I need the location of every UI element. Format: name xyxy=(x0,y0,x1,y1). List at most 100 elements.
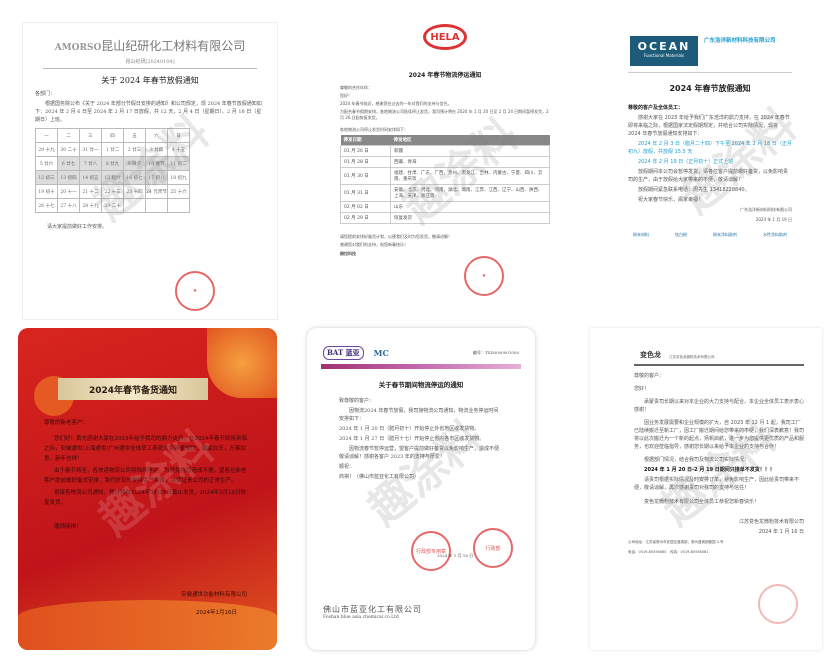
bat-logo: BAT 蓝亚 xyxy=(323,346,364,360)
date: 2024年1月16日 xyxy=(196,610,237,616)
calendar-day xyxy=(123,198,146,213)
table-row: 01 月 28 日西藏、青海 xyxy=(340,156,550,168)
footer-line: 感谢您对我们的支持，祝您新春快乐！ xyxy=(340,242,408,247)
date-cell: 01 月 30 日 xyxy=(340,167,391,185)
reference-number: 编号：TXD0000001000 xyxy=(472,350,519,355)
calendar-day: 29 二十 xyxy=(101,198,124,213)
notice-body-2: 放假期间本公司会暂停发货，请各位客户提前做好备货，以免影响贵司的生产，由于放假给… xyxy=(628,169,789,183)
shipping-notice-chameleon: 变色龙 江苏变色龙微粉技术有限公司 尊敬的客户： 您好！ 承蒙贵司长期以来对本企… xyxy=(590,328,822,650)
calendar-day: 16 初七 xyxy=(123,170,146,185)
company-name-en: Foshan blue asia chemical co.Ltd xyxy=(323,615,399,620)
calendar-day: 19 初十 xyxy=(35,184,58,199)
chameleon-logo: 变色龙 xyxy=(640,351,661,359)
stocking-notice-tongshi: 2024年春节备货通知 尊敬的新老客户： 您们好！首先感谢大家在2023年给予我… xyxy=(18,328,277,650)
closing: 顺颂商祺！ xyxy=(54,524,82,530)
table-row: 01 月 26 日新疆 xyxy=(340,145,550,157)
calendar-day: 22 十三 xyxy=(101,184,124,199)
body-paragraph: 承蒙贵司长期以来对本企业的大力支持与配合，本企业全体员工表示衷心感谢！ xyxy=(634,399,805,413)
holiday-notice-kunshan: AMORSO昆山纪研化工材料有限公司 昆山纪研[20240104] 关于 202… xyxy=(22,22,278,320)
calendar-day: 21 十二 xyxy=(79,184,102,199)
signature: 商祺！（佛山市蓝亚化工有限公司） xyxy=(339,474,420,480)
date-cell: 01 月 31 日 xyxy=(340,184,391,202)
body-paragraph: 因物流2024 年春节放假，我司接物流公司通知，物流业务停运时间安排如下： xyxy=(339,408,499,422)
signature: 江苏变色龙微粉技术有限公司 xyxy=(738,519,804,525)
notice-body: 根据国务院公布《关于 2024 年部分节假日安排的通知》和公司规定，现 2024… xyxy=(35,101,262,123)
calendar-day: 15 初六 xyxy=(101,170,124,185)
notice-body: 感谢大家在 2023 年给予我们广东浩洋的鼎力支持，在 2024 年春节即将来临… xyxy=(628,115,790,137)
logistics-notice-hela: HELA 2024 年春节物流停运通知 尊敬的合作伙伴： 您好！ 2024 年春… xyxy=(312,16,578,314)
date: 2024 年 1 月 16 日 xyxy=(437,553,474,558)
table-row: 01 月 30 日福建、甘肃、广东、广西、贵州、黑龙江、吉林、内蒙古、宁夏、四川… xyxy=(340,167,550,185)
company-name-small: 江苏变色龙微粉技术有限公司 xyxy=(669,355,715,359)
calendar-day: 27 十八 xyxy=(57,198,80,213)
calendar-day: 18 初九 xyxy=(167,170,190,185)
footer-link[interactable]: 粉末材料 xyxy=(633,232,649,237)
wishes: 变色龙微粉技术有限公司全体员工恭祝您新春快乐！ xyxy=(644,499,760,505)
notice-title: 2024 年春节放假通知 xyxy=(669,84,751,93)
header-bar xyxy=(321,364,521,369)
weekday: 五 xyxy=(123,128,146,143)
company-name: 广东浩洋新材料科技有限公司 xyxy=(704,38,776,44)
calendar-day: 25 十六 xyxy=(167,184,190,199)
seal-text: 行政部专用章 xyxy=(415,548,446,555)
seal-text: 行政部 xyxy=(485,545,501,552)
body-paragraph: 2024 年春节临近，感谢您在过去的一年对我们的支持与信任。 xyxy=(340,101,452,106)
date-cell: 02 月 02 日 xyxy=(340,201,391,213)
body-paragraph: 您们好！首先感谢大家在2023年给予我司的鼎力支持，在2024年春节即将来临之际… xyxy=(44,436,247,462)
seal-admin-dept: 行政部专用章 xyxy=(411,531,451,571)
calendar-day: 8 廿九 xyxy=(101,156,124,171)
calendar-day: 6 廿七 xyxy=(57,156,80,171)
calendar-day: 7 廿八 xyxy=(79,156,102,171)
reference-number: 昆山纪研[20240104] xyxy=(43,58,257,69)
return-date: 2024 年 2 月 19 日（正月初十）正式上班 xyxy=(638,159,734,165)
table-row: 02 月 29 日恢复发货 xyxy=(340,212,550,224)
region-cell: 恢复发货 xyxy=(390,212,550,224)
calendar-day: 3 廿四 xyxy=(145,142,168,157)
calendar-day: 20 十一 xyxy=(57,184,80,199)
body-paragraph: 为配合春节假期安排，各地物流公司陆续停止发货，我司预计将在 2024 年 1 月… xyxy=(340,109,549,120)
stop-schedule-table: 停发日期 停发地区 01 月 26 日新疆 01 月 28 日西藏、青海 01 月 3… xyxy=(340,135,550,224)
calendar-day: 12 初三 xyxy=(35,170,58,185)
weekday: 二 xyxy=(57,128,80,143)
table-intro: 各地物流公司停止发货时间安排如下： xyxy=(340,127,408,132)
greeting: 各部门： xyxy=(35,91,56,97)
calendar-day: 9 除夕 xyxy=(123,156,146,171)
company-name-cn: 佛山市蓝亚化工有限公司 xyxy=(323,605,422,614)
footer-link[interactable]: 钛白粉 xyxy=(675,232,687,237)
calendar-day: 28 十九 xyxy=(79,198,102,213)
holiday-notice-ocean: OCEAN Functional Materials 广东浩洋新材料科技有限公司… xyxy=(600,16,820,324)
body-paragraph: 2024 年 1 月 27 日（腊月十七）开始停止省内各市区收发货物。 xyxy=(339,436,485,442)
seal-admin: 行政部 xyxy=(473,528,513,568)
calendar-day: 2 廿三 xyxy=(123,142,146,157)
calendar-day: 31 廿一 xyxy=(79,142,102,157)
footer-link[interactable]: 粉末涂料助剂 xyxy=(713,232,737,237)
footer-line: 请您提前安排好备货计划，以便我们及时为您发货，敬请谅解！ xyxy=(340,234,452,239)
company-seal xyxy=(758,584,798,624)
calendar-day xyxy=(167,198,190,213)
notice-title: 2024年春节备货通知 xyxy=(88,385,178,396)
title-banner: 2024年春节备货通知 xyxy=(58,378,208,400)
region-cell: 山东 xyxy=(390,201,550,213)
date: 2024 年 1 月 19 日 xyxy=(755,217,792,222)
amorso-logo: AMORSO xyxy=(54,43,102,53)
calendar-day: 17 初八 xyxy=(145,170,168,185)
calendar-day: 4 十五 xyxy=(167,142,190,157)
notice-title: 关于 2024 年春节放假通知 xyxy=(101,76,199,85)
date-cell: 02 月 29 日 xyxy=(340,212,391,224)
calendar-day: 10 春节 xyxy=(145,156,168,171)
weekday: 日 xyxy=(167,128,190,143)
notice-title: 2024 年春节物流停运通知 xyxy=(408,72,482,79)
region-cell: 福建、甘肃、广东、广西、贵州、黑龙江、吉林、内蒙古、宁夏、四川、云南、重庆等 xyxy=(390,167,550,185)
footer-link[interactable]: 水性涂料助剂 xyxy=(763,232,787,237)
ocean-logo: OCEAN Functional Materials xyxy=(630,36,698,66)
hello: 您好！ xyxy=(634,386,650,392)
greeting: 尊敬的合作伙伴： xyxy=(340,85,372,90)
signature: 赫拉科技 xyxy=(340,251,356,256)
calendar-day: 14 初五 xyxy=(79,170,102,185)
logo-subtext: Functional Materials xyxy=(643,53,685,58)
body-paragraph: 由于春节将至，各快递物流公司将陆续停运，为避免给您造成不便，望各位新老客户提前做… xyxy=(44,468,247,484)
greeting: 尊敬的客户： xyxy=(634,373,665,379)
logo-text: HELA xyxy=(430,31,460,43)
body-paragraph: 现接各物流公司通知，预计将在2024年1月25日截止发货，2024年2月19日恢… xyxy=(44,490,246,506)
weekday: 三 xyxy=(79,128,102,143)
